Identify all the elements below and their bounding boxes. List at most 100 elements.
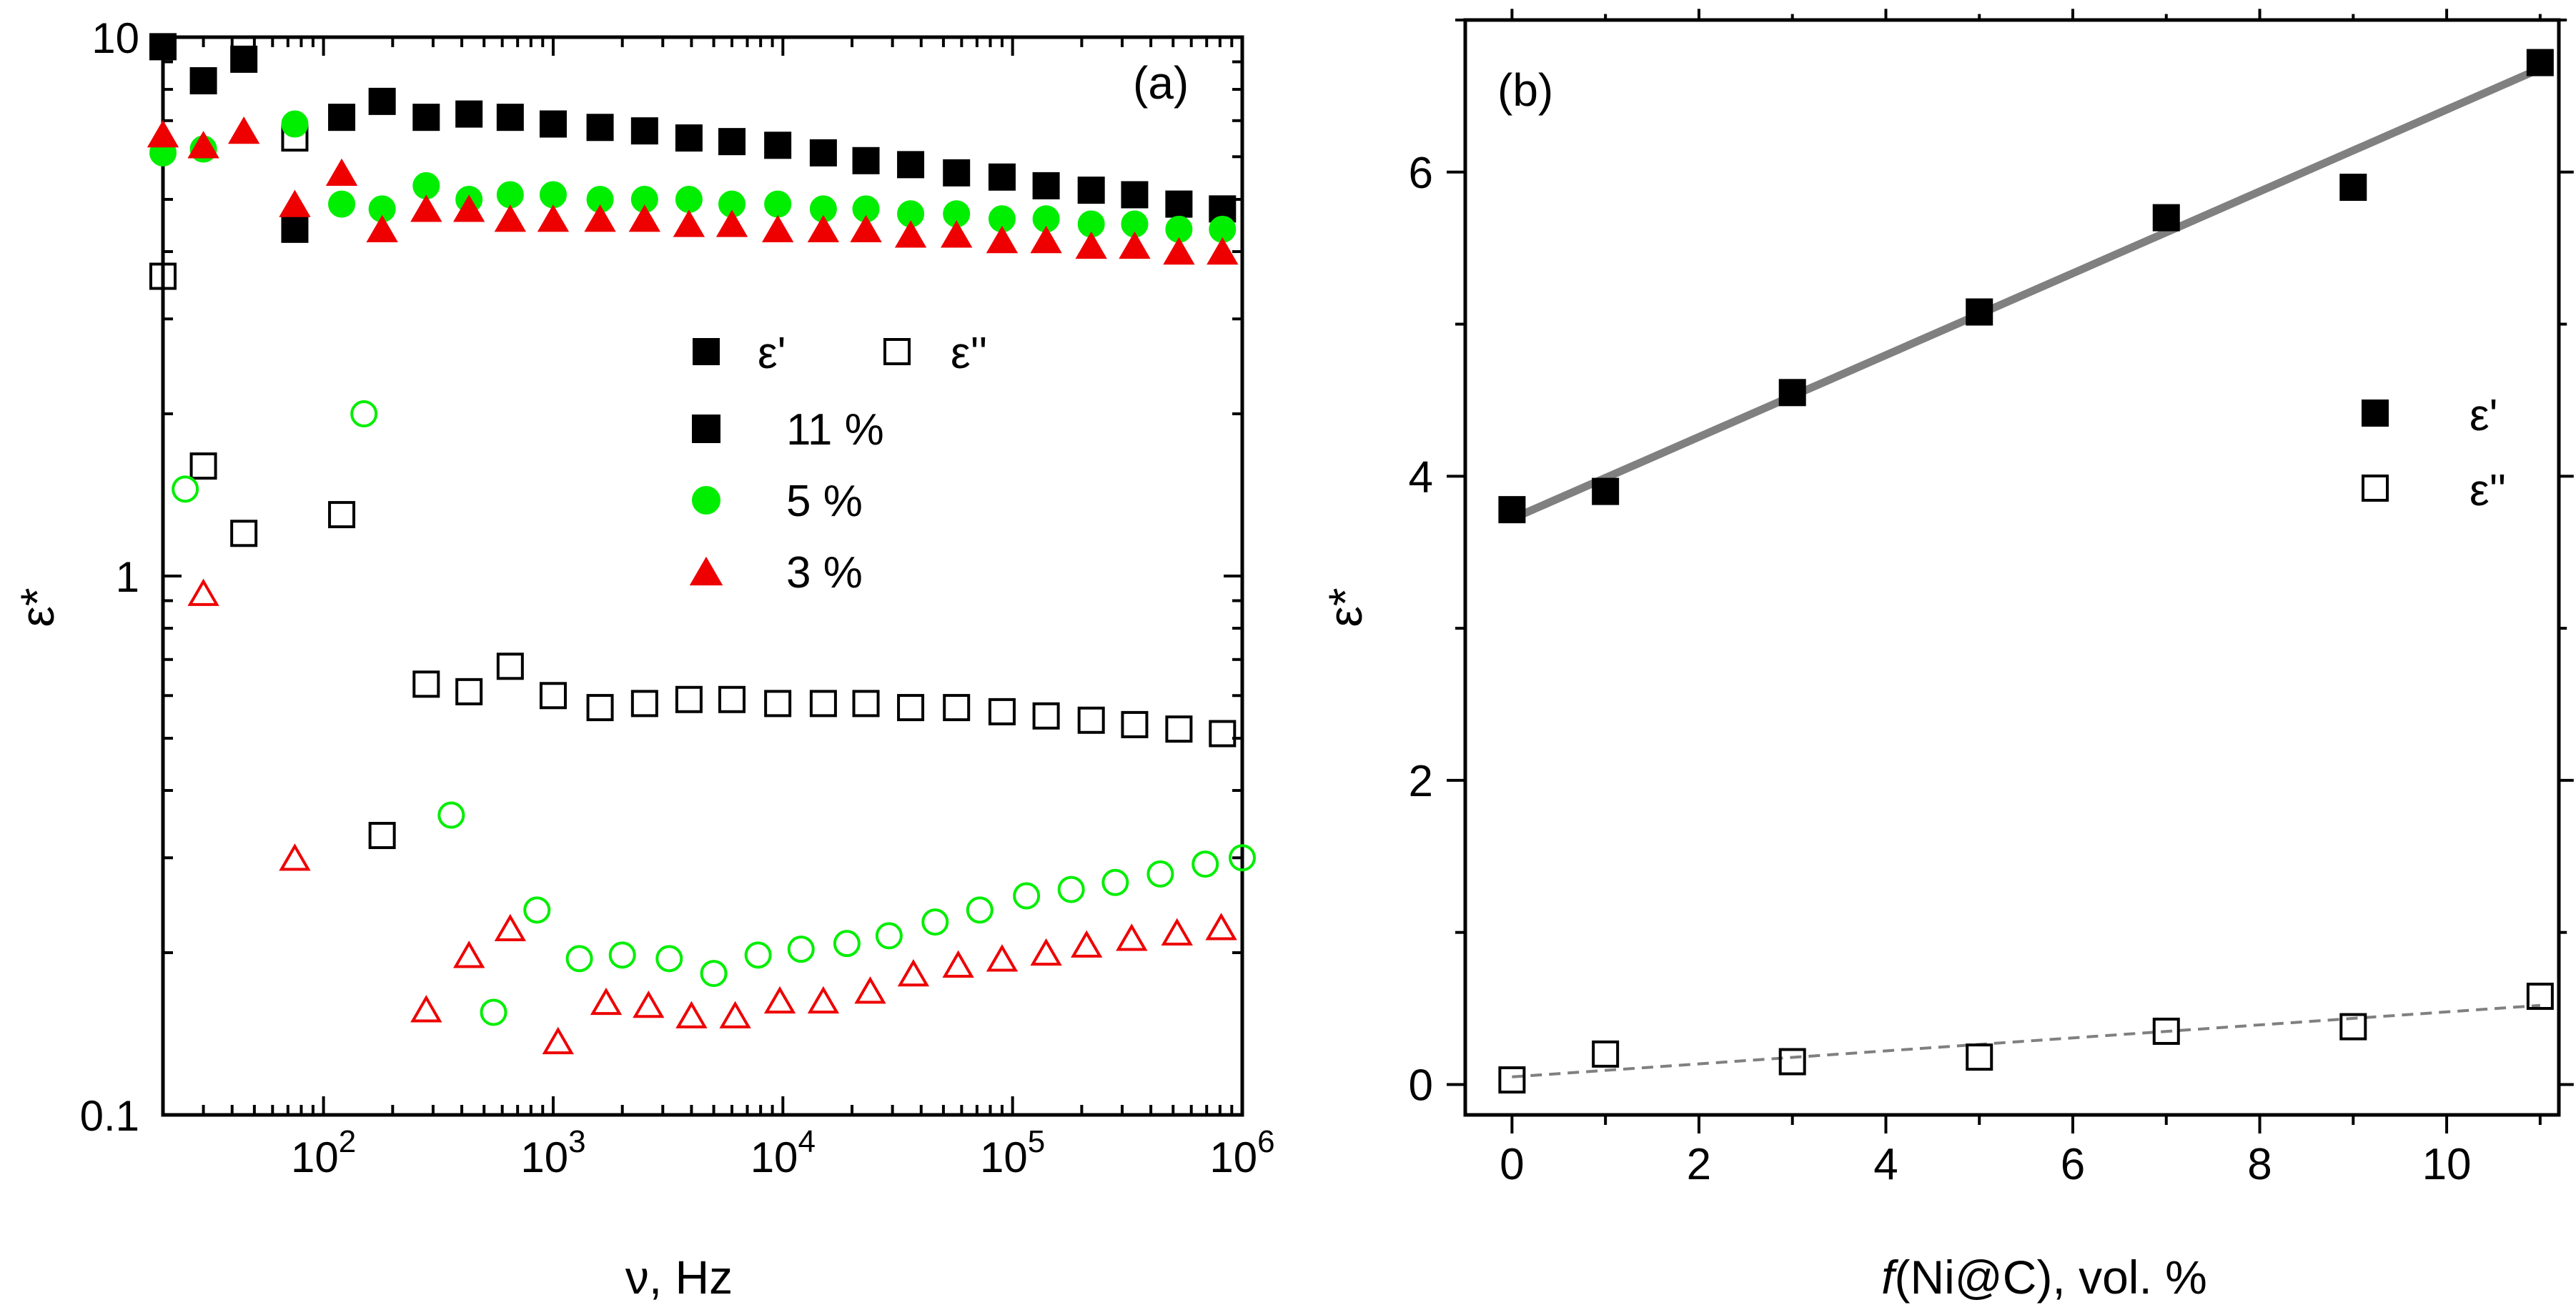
panel-a-point — [718, 685, 746, 713]
panel-a-point — [187, 578, 219, 606]
panel-b-legend-label: ε' — [2470, 391, 2497, 440]
panel-a-point — [230, 45, 258, 73]
panel-a-point — [1163, 237, 1195, 265]
panel-a-y-tick-label: 0.1 — [80, 1092, 139, 1140]
panel-a-point — [761, 214, 794, 242]
panel-b-series-1 — [1498, 983, 2554, 1094]
panel-a-point — [366, 214, 398, 242]
panel-b-y-tick-label: 0 — [1409, 1061, 1433, 1110]
panel-b-point — [2339, 174, 2367, 202]
panel-a-point — [584, 204, 616, 232]
panel-a-point — [966, 896, 994, 924]
panel-a-point — [764, 190, 792, 218]
panel-a-point — [368, 822, 396, 850]
tick-label-exponent: 5 — [1028, 1124, 1045, 1159]
panel-a-legend-header-label: ε' — [758, 329, 786, 378]
panel-a-legend-marker — [689, 556, 723, 586]
panel-b-series-0 — [1498, 49, 2554, 524]
panel-a-point — [633, 990, 665, 1018]
panel-a-point — [453, 194, 485, 222]
panel-a-point — [1013, 882, 1041, 910]
panel-a-x-tick-label: 105 — [980, 1124, 1045, 1181]
panel-a-point — [807, 986, 840, 1014]
panel-a-point — [539, 110, 567, 138]
panel-a-label: (a) — [1133, 57, 1189, 109]
panel-b-point — [1966, 298, 1993, 326]
panel-b-label: (b) — [1497, 64, 1553, 116]
panel-a-point — [149, 262, 177, 290]
panel-a-series-2 — [149, 110, 1237, 243]
panel-b-point — [2152, 204, 2180, 232]
panel-b-x-tick-label: 8 — [2247, 1140, 2272, 1189]
panel-a-point — [279, 843, 311, 871]
panel-a-point — [590, 987, 623, 1016]
panel-a-point — [147, 119, 179, 148]
panel-a-point — [897, 958, 930, 987]
panel-a-point — [763, 986, 796, 1014]
panel-a-point — [764, 132, 792, 159]
panel-a-point — [700, 960, 728, 988]
panel-b-x-tick-label: 10 — [2422, 1140, 2472, 1189]
panel-a-point — [655, 945, 683, 973]
panel-a-series-4 — [147, 116, 1239, 265]
panel-a-point — [1077, 177, 1105, 204]
panel-a-series-3 — [172, 400, 1256, 1026]
panel-b-point — [2526, 983, 2554, 1011]
panel-b: 0 2 4 6 8 10 0 2 4 6 ε' ε'' (b) f(Ni@C), vol. % ε* — [1319, 9, 2574, 1304]
panel-a-legend-marker — [693, 338, 720, 365]
panel-a-point — [1192, 850, 1219, 878]
panel-a-point — [480, 998, 507, 1026]
panel-a-point — [437, 801, 465, 829]
panel-a-point — [537, 204, 570, 232]
panel-a-point — [368, 87, 396, 115]
panel-a-point — [1146, 860, 1174, 888]
tick-label-base: 10 — [980, 1133, 1028, 1181]
panel-b-point — [1498, 1066, 1526, 1094]
panel-a-point — [281, 110, 309, 138]
panel-a-point — [189, 452, 217, 480]
panel-a-point — [328, 190, 356, 218]
panel-a-point — [412, 104, 440, 132]
panel-a-point — [281, 215, 309, 243]
panel-a-point — [455, 100, 483, 128]
panel-a-point — [675, 1001, 708, 1028]
panel-a-point — [715, 209, 748, 237]
panel-a-point — [1207, 237, 1239, 265]
panel-a-point — [852, 147, 880, 174]
panel-a-point — [1101, 868, 1129, 896]
panel-a-point — [1071, 930, 1103, 958]
panel-b-point — [1498, 496, 1526, 524]
panel-a-point — [1205, 913, 1237, 941]
panel-b-y-tick-label: 4 — [1409, 452, 1433, 502]
panel-a-point — [854, 976, 886, 1004]
panel-b-fit-line-dashed — [1512, 1003, 2540, 1078]
panel-a-point — [586, 694, 614, 722]
panel-a-point — [852, 690, 880, 718]
panel-a-point — [988, 163, 1016, 191]
panel-b-y-tick-label: 6 — [1409, 149, 1433, 198]
panel-a-legend-label: 3 % — [786, 548, 863, 597]
panel-a-point — [942, 950, 974, 978]
panel-a-point — [496, 104, 524, 132]
panel-a-point — [675, 685, 703, 713]
panel-a-point — [628, 204, 661, 232]
panel-b-x-tick-label: 2 — [1687, 1140, 1711, 1189]
panel-a-point — [542, 1026, 574, 1055]
panel-a-point — [189, 67, 217, 95]
panel-a-point — [807, 214, 840, 242]
panel-a-legend-marker — [883, 338, 911, 365]
panel-a-point — [1032, 172, 1060, 199]
panel-a-point — [718, 128, 746, 156]
panel-a-point — [1121, 710, 1149, 738]
tick-label-exponent: 6 — [1257, 1124, 1274, 1159]
tick-label-base: 10 — [520, 1133, 568, 1181]
panel-a-point — [410, 995, 442, 1023]
panel-a-y-axis-label: ε* — [11, 587, 64, 627]
panel-a-point — [943, 159, 971, 187]
panel-a-y-tick-label: 1 — [116, 553, 139, 601]
panel-a-point — [673, 209, 705, 237]
panel-a-point — [1165, 190, 1193, 218]
panel-a-point — [494, 913, 527, 941]
tick-label-exponent: 4 — [798, 1124, 815, 1159]
